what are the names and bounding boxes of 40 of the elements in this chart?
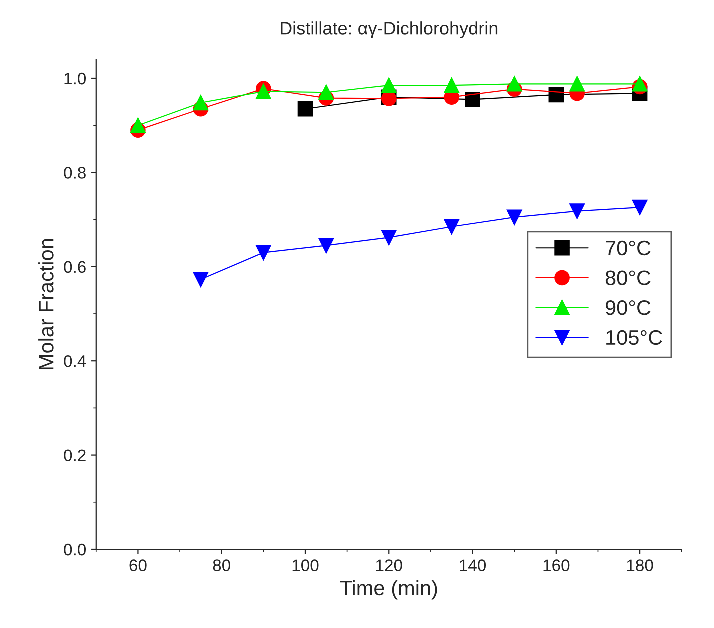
- point: [193, 95, 209, 111]
- point: [381, 230, 397, 246]
- chart-title: Distillate: αγ-Dichlorohydrin: [281, 22, 498, 38]
- legend-label: 105°C: [606, 330, 662, 346]
- y-tick-label: 0.2: [64, 450, 86, 462]
- point: [444, 219, 460, 235]
- y-tick-label: 1.0: [64, 72, 86, 85]
- x-tick-label: 80: [213, 560, 230, 572]
- point: [318, 238, 334, 254]
- point: [465, 92, 480, 108]
- point: [570, 76, 585, 92]
- legend-label: 80°C: [606, 270, 651, 286]
- point: [193, 272, 209, 288]
- x-tick-label: 100: [292, 560, 319, 572]
- point: [298, 101, 314, 117]
- point: [256, 245, 272, 260]
- x-tick-label: 120: [376, 560, 402, 572]
- y-tick-label: 0.8: [64, 167, 86, 179]
- point: [256, 84, 272, 100]
- point: [318, 84, 334, 100]
- point: [506, 210, 522, 226]
- x-tick-label: 160: [544, 560, 570, 572]
- point: [548, 87, 564, 103]
- point: [570, 204, 585, 219]
- legend-label: 90°C: [606, 300, 651, 316]
- y-tick-label: 0.4: [64, 356, 86, 368]
- y-axis-title: Molar Fraction: [38, 239, 54, 370]
- point: [506, 76, 522, 92]
- point: [444, 78, 460, 94]
- y-tick-label: 0.0: [64, 544, 86, 556]
- x-tick-label: 140: [460, 560, 486, 572]
- point: [632, 200, 648, 216]
- y-tick-label: 0.6: [64, 261, 86, 274]
- x-tick-label: 60: [130, 560, 147, 572]
- point: [381, 78, 397, 94]
- x-tick-label: 180: [627, 560, 654, 572]
- point: [130, 118, 146, 134]
- x-axis-title: Time (min): [340, 580, 438, 600]
- legend-label: 70°C: [606, 240, 651, 256]
- point: [632, 76, 648, 92]
